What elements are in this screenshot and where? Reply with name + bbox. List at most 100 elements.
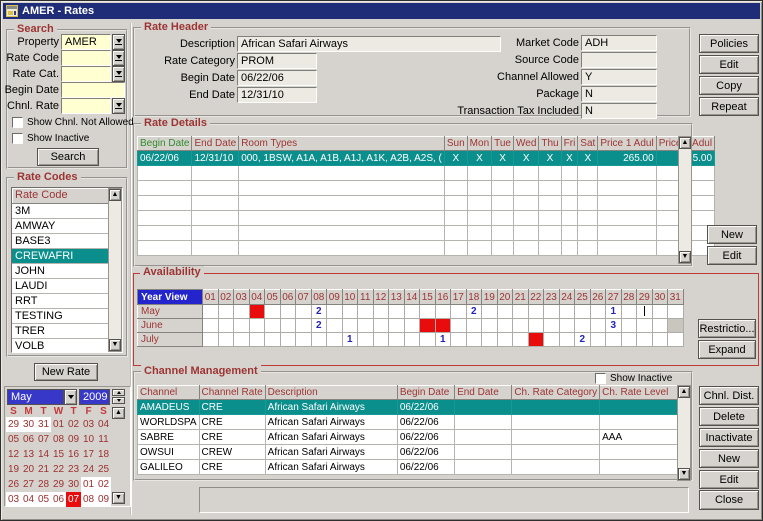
- rate-code-item[interactable]: AMWAY: [12, 219, 109, 234]
- availability-cell[interactable]: [217, 318, 234, 333]
- availability-cell[interactable]: [481, 332, 498, 347]
- availability-cell[interactable]: [217, 304, 234, 319]
- calendar-day[interactable]: 15: [51, 447, 66, 462]
- rate-code-item[interactable]: TRER: [12, 324, 109, 339]
- scrollbar-track[interactable]: [678, 398, 690, 468]
- channel-show-inactive-checkbox[interactable]: Show Inactive: [595, 373, 672, 384]
- availability-cell[interactable]: [372, 304, 389, 319]
- table-row[interactable]: OWSUI CREW African Safari Airways 06/22/06: [137, 444, 691, 460]
- chnl-rate-input[interactable]: [61, 98, 111, 114]
- availability-cell[interactable]: [326, 304, 343, 319]
- calendar-day[interactable]: 01: [81, 477, 96, 492]
- availability-cell[interactable]: 1: [605, 304, 622, 319]
- calendar-day[interactable]: 30: [21, 417, 36, 432]
- availability-cell[interactable]: [295, 304, 312, 319]
- edit-channel-button[interactable]: Edit: [699, 470, 759, 489]
- availability-cell[interactable]: [419, 304, 436, 319]
- repeat-button[interactable]: Repeat: [699, 97, 759, 116]
- scrollbar-track[interactable]: [679, 149, 691, 251]
- scroll-down-button[interactable]: ▼: [679, 251, 691, 263]
- availability-cell[interactable]: [620, 332, 637, 347]
- chnl-rate-lov-button[interactable]: [112, 98, 125, 114]
- availability-cell[interactable]: [233, 332, 250, 347]
- calendar-day[interactable]: 28: [36, 477, 51, 492]
- availability-cell[interactable]: [419, 332, 436, 347]
- calendar-day[interactable]: 26: [6, 477, 21, 492]
- availability-cell[interactable]: [403, 318, 420, 333]
- calendar-day[interactable]: 22: [51, 462, 66, 477]
- rate-cat-input[interactable]: [61, 66, 111, 82]
- scroll-up-button[interactable]: ▲: [679, 137, 691, 149]
- rate-category-field[interactable]: PROM: [237, 53, 317, 69]
- calendar-day[interactable]: 09: [66, 432, 81, 447]
- availability-cell[interactable]: [543, 304, 560, 319]
- availability-cell[interactable]: [620, 304, 637, 319]
- calendar-day[interactable]: 08: [51, 432, 66, 447]
- channel-scrollbar[interactable]: ▲ ▼: [677, 385, 691, 481]
- availability-cell[interactable]: [574, 304, 591, 319]
- rate-code-item[interactable]: 3M: [12, 204, 109, 219]
- expand-button[interactable]: Expand: [698, 340, 756, 359]
- calendar-day[interactable]: 04: [96, 417, 111, 432]
- availability-cell[interactable]: [527, 332, 544, 347]
- table-row[interactable]: [136, 225, 716, 241]
- edit-rate-detail-button[interactable]: Edit: [707, 246, 757, 265]
- availability-cell[interactable]: [574, 318, 591, 333]
- show-inactive-checkbox[interactable]: Show Inactive: [12, 133, 89, 144]
- rh-end-date-field[interactable]: 12/31/10: [237, 87, 317, 103]
- property-lov-button[interactable]: [112, 34, 125, 50]
- calendar-day[interactable]: 09: [96, 492, 111, 507]
- availability-cell[interactable]: [481, 318, 498, 333]
- availability-cell[interactable]: [667, 332, 684, 347]
- availability-cell[interactable]: 1: [341, 332, 358, 347]
- rh-begin-date-field[interactable]: 06/22/06: [237, 70, 317, 86]
- calendar-day[interactable]: 17: [81, 447, 96, 462]
- table-row[interactable]: [136, 210, 716, 226]
- availability-cell[interactable]: [620, 318, 637, 333]
- calendar-day[interactable]: 03: [81, 417, 96, 432]
- inactivate-channel-button[interactable]: Inactivate: [699, 428, 759, 447]
- rate-code-item[interactable]: CREWAFRI: [12, 249, 109, 264]
- availability-cell[interactable]: [295, 332, 312, 347]
- calendar-day[interactable]: 19: [6, 462, 21, 477]
- calendar-day[interactable]: 13: [21, 447, 36, 462]
- close-button[interactable]: Close: [699, 490, 759, 510]
- availability-cell[interactable]: 3: [605, 318, 622, 333]
- calendar-day[interactable]: 07: [36, 432, 51, 447]
- availability-cell[interactable]: [357, 318, 374, 333]
- scroll-down-button[interactable]: ▼: [678, 468, 690, 480]
- calendar-day[interactable]: 02: [66, 417, 81, 432]
- availability-cell[interactable]: [589, 318, 606, 333]
- calendar-day[interactable]: 20: [21, 462, 36, 477]
- calendar-day[interactable]: 11: [96, 432, 111, 447]
- availability-cell[interactable]: 2: [465, 304, 482, 319]
- year-view-header[interactable]: Year View: [137, 289, 203, 305]
- availability-cell[interactable]: [279, 304, 296, 319]
- rate-code-item[interactable]: JOHN: [12, 264, 109, 279]
- table-row[interactable]: WORLDSPA CRE African Safari Airways 06/22/0…: [137, 414, 691, 430]
- checkbox-box[interactable]: [595, 373, 606, 384]
- search-button[interactable]: Search: [37, 148, 99, 166]
- availability-cell[interactable]: [248, 318, 265, 333]
- source-code-field[interactable]: [581, 52, 657, 68]
- rate-code-scrollbar[interactable]: ▲ ▼: [108, 188, 122, 352]
- availability-cell[interactable]: [388, 332, 405, 347]
- calendar-day[interactable]: 03: [6, 492, 21, 507]
- availability-cell[interactable]: [605, 332, 622, 347]
- availability-cell[interactable]: [326, 332, 343, 347]
- availability-cell[interactable]: [636, 318, 653, 333]
- availability-cell[interactable]: [357, 332, 374, 347]
- availability-cell[interactable]: [202, 332, 219, 347]
- availability-cell[interactable]: [419, 318, 436, 333]
- availability-cell[interactable]: [403, 332, 420, 347]
- availability-cell[interactable]: 2: [574, 332, 591, 347]
- begin-date-input[interactable]: [61, 82, 125, 98]
- checkbox-box[interactable]: [12, 117, 23, 128]
- availability-cell[interactable]: [636, 332, 653, 347]
- calendar-day[interactable]: 05: [36, 492, 51, 507]
- availability-cell[interactable]: [326, 318, 343, 333]
- availability-cell[interactable]: [372, 318, 389, 333]
- availability-cell[interactable]: 2: [310, 304, 327, 319]
- spin-down-button[interactable]: [112, 397, 125, 404]
- rate-code-item[interactable]: TESTING: [12, 309, 109, 324]
